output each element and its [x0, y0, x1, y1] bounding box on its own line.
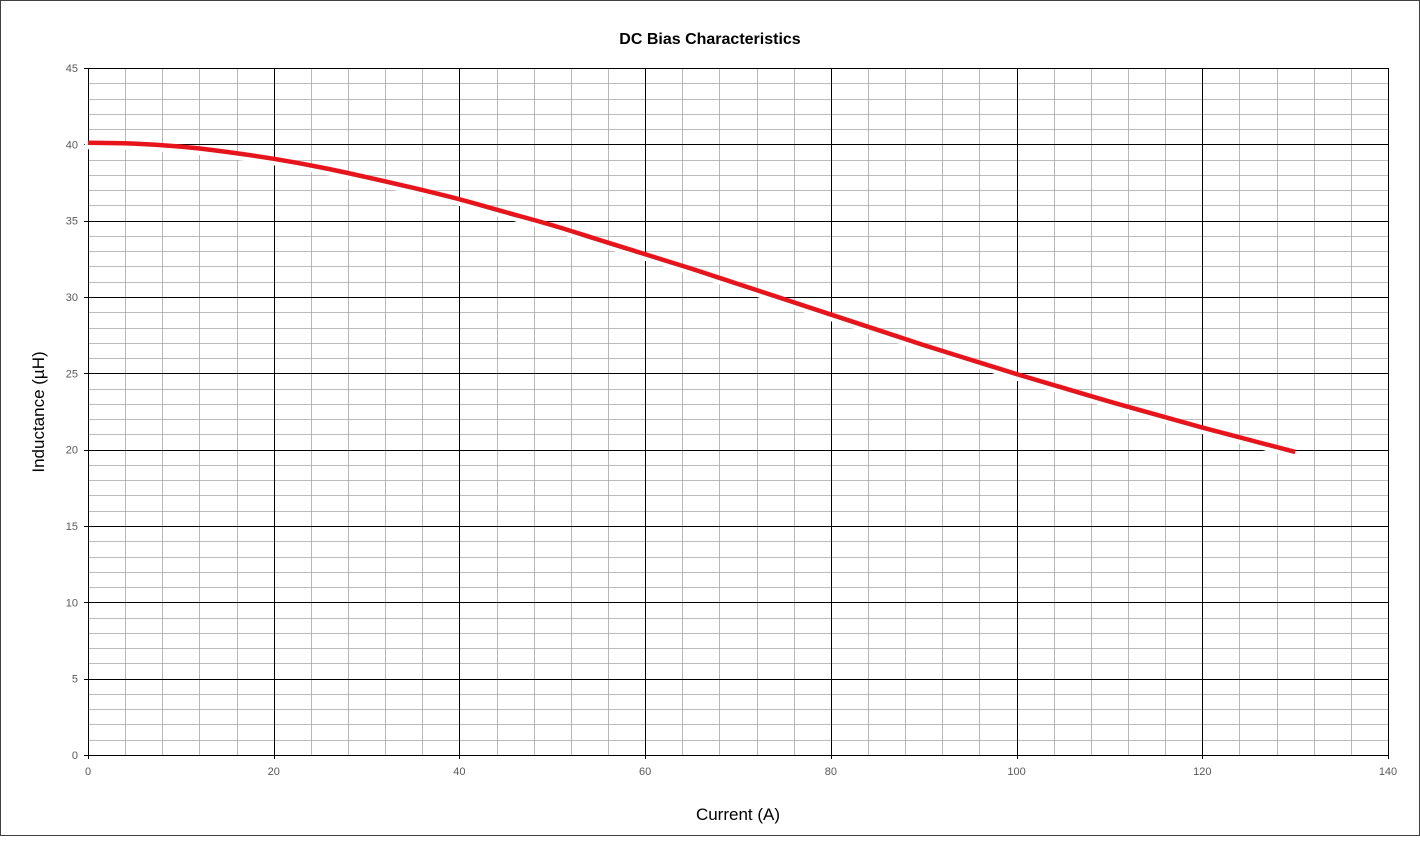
y-tick-label: 10 — [66, 597, 78, 609]
y-tick-label: 5 — [72, 674, 78, 686]
y-tick-label: 30 — [66, 292, 78, 304]
y-tick-label: 20 — [66, 445, 78, 457]
chart-title: DC Bias Characteristics — [619, 31, 801, 48]
x-tick-label: 140 — [1379, 766, 1397, 778]
y-tick-label: 15 — [66, 521, 78, 533]
x-tick-label: 120 — [1193, 766, 1211, 778]
y-tick-label: 0 — [72, 750, 78, 762]
x-tick-label: 60 — [639, 766, 651, 778]
x-tick-label: 80 — [825, 766, 837, 778]
x-tick-label: 0 — [85, 766, 91, 778]
x-tick-label: 40 — [453, 766, 465, 778]
y-tick-label: 45 — [66, 63, 78, 75]
y-tick-label: 35 — [66, 216, 78, 228]
axis-tick-labels: 0 20 40 60 80 100 120 140 0 5 10 15 20 25 30 35 40 45 — [66, 63, 1397, 778]
major-gridlines — [84, 68, 1389, 759]
y-tick-label: 25 — [66, 368, 78, 380]
x-tick-label: 100 — [1007, 766, 1025, 778]
y-tick-label: 40 — [66, 139, 78, 151]
series-layer — [84, 140, 1299, 459]
series-line — [87, 140, 1296, 455]
y-axis-title: Inductance (µH) — [29, 351, 48, 472]
x-axis-title: Current (A) — [696, 805, 780, 824]
x-tick-label: 20 — [268, 766, 280, 778]
series-line-shadow — [84, 142, 1299, 459]
